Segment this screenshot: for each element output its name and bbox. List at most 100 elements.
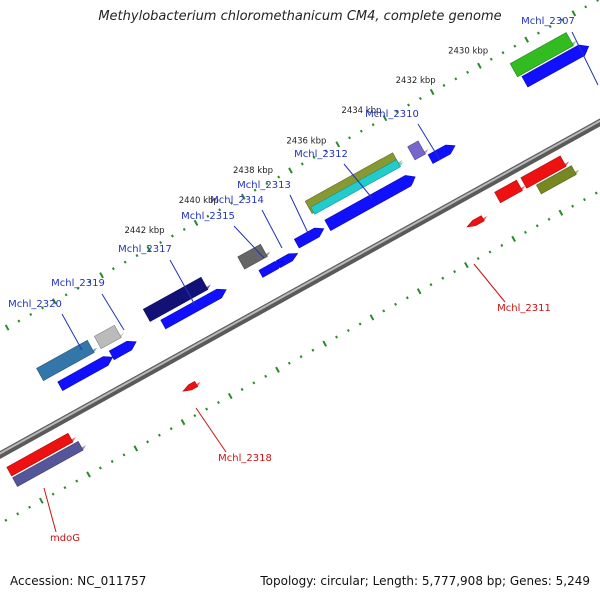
ruler-tick-forward: [277, 175, 281, 179]
ruler-tick-forward: [206, 214, 210, 218]
ruler-tick-reverse: [405, 296, 409, 300]
ruler-tick-reverse: [4, 518, 8, 522]
accession-text: Accession: NC_011757: [10, 574, 147, 588]
gene-block-mchl-2312-cds: [310, 159, 404, 215]
ruler-tick-reverse: [335, 335, 338, 339]
tick-label: 2430 kbp: [448, 47, 488, 57]
features-layer: [6, 32, 590, 487]
ruler-tick-reverse: [98, 466, 102, 470]
tick-label: 2438 kbp: [233, 166, 273, 176]
ruler-tick-reverse: [382, 309, 386, 313]
labels-layer: 2430 kbp 2432 kbp 2434 kbp 2436 kbp 2438 kbp…: [8, 16, 599, 544]
ruler-tick-forward: [571, 10, 577, 17]
ruler-tick-reverse: [583, 198, 586, 202]
ruler-tick-forward: [288, 167, 293, 174]
ruler-tick-reverse: [429, 283, 433, 287]
ruler-tick-reverse: [16, 512, 20, 516]
ruler-tick-forward: [584, 5, 588, 9]
gene-label: Mchl_2307: [521, 16, 575, 27]
gene-label: Mchl_2313: [237, 180, 291, 191]
gene-label: Mchl_2311: [497, 303, 551, 314]
tick-label: 2434 kbp: [341, 106, 381, 116]
genome-backbone: [0, 118, 600, 460]
tick-label: 2436 kbp: [286, 136, 326, 146]
gene-label: Mchl_2318: [218, 453, 272, 464]
gene-label: Mchl_2315: [181, 211, 235, 222]
ruler-tick-forward: [170, 234, 174, 238]
gene-label: Mchl_2314: [210, 195, 264, 206]
ruler-tick-forward: [442, 83, 446, 87]
ruler-tick-forward: [548, 24, 552, 29]
ruler-tick-forward: [17, 319, 21, 323]
label-leader-line: [61, 313, 83, 351]
gene-label: mdoG: [50, 533, 80, 544]
ruler-tick-forward: [348, 136, 351, 140]
ruler-tick-reverse: [571, 204, 575, 208]
ruler-tick-forward: [300, 162, 304, 166]
gene-label: Mchl_2310: [365, 109, 419, 120]
ruler-tick-reverse: [311, 348, 315, 352]
ruler-tick-reverse: [287, 361, 291, 365]
ruler-tick-forward: [146, 245, 152, 253]
gene-block-mchl-2318: [182, 380, 201, 392]
label-leader-line: [233, 225, 265, 259]
ruler-tick-forward: [454, 77, 458, 81]
ruler-tick-forward: [477, 62, 482, 69]
gene-label: Mchl_2320: [8, 299, 62, 310]
label-leader-line: [571, 31, 599, 86]
ruler-tick-forward: [159, 240, 163, 245]
ruler-tick-forward: [182, 227, 186, 231]
label-leader-line: [473, 263, 506, 303]
ruler-tick-forward: [312, 155, 316, 159]
cds-block: [324, 175, 416, 231]
ruler-tick-forward: [111, 267, 115, 271]
gene-label: Mchl_2319: [51, 278, 105, 289]
gene-block-mchl-2320: [36, 339, 98, 382]
cds-block: [57, 356, 114, 391]
ruler-tick-reverse: [180, 419, 186, 426]
ruler-tick-reverse: [594, 191, 598, 195]
ruler-tick-forward: [99, 272, 104, 279]
tick-label: 2432 kbp: [396, 76, 436, 86]
label-leader-line: [43, 487, 57, 533]
ruler-tick-reverse: [369, 314, 375, 321]
ruler-tick-forward: [88, 280, 92, 284]
ruler-tick-forward: [123, 260, 127, 264]
label-leader-line: [343, 163, 373, 199]
gene-block-mchl-2307: [509, 32, 577, 78]
ruler-tick-forward: [193, 219, 199, 226]
ruler-tick-reverse: [394, 302, 398, 306]
ruler-tick-forward: [536, 31, 540, 35]
ruler-tick-forward: [382, 115, 388, 122]
gene-block-mchl-2311-small: [466, 215, 488, 228]
ruler-tick-reverse: [441, 276, 445, 280]
ruler-tick-forward: [240, 193, 246, 200]
ruler-tick-forward: [371, 123, 375, 127]
cds-block: [160, 288, 227, 330]
ruler-tick-forward: [64, 293, 68, 297]
ruler-tick-reverse: [193, 414, 197, 418]
ruler-tick-reverse: [535, 224, 539, 228]
ruler-tick-forward: [560, 18, 564, 22]
ruler-tick-forward: [489, 57, 493, 61]
ruler-tick-reverse: [63, 486, 67, 490]
gene-block-mchl-2310: [407, 140, 429, 161]
ruler-tick-reverse: [416, 288, 422, 295]
ruler-tick-reverse: [205, 407, 209, 411]
ruler-tick-forward: [229, 201, 233, 205]
ruler-tick-reverse: [558, 209, 564, 216]
cds-block: [108, 340, 137, 361]
ruler-tick-reverse: [476, 256, 480, 261]
ruler-tick-reverse: [86, 471, 91, 478]
ruler-tick-forward: [76, 286, 80, 290]
ruler-tick-reverse: [28, 505, 31, 509]
ruler-tick-forward: [218, 208, 222, 212]
ruler-tick-reverse: [39, 497, 44, 504]
label-leader-line: [195, 407, 227, 453]
ruler-tick-reverse: [488, 250, 492, 254]
ruler-tick-forward: [29, 312, 33, 317]
ruler-tick-forward: [4, 324, 10, 331]
gene-block-mchl-2311: [520, 155, 570, 189]
ruler-tick-reverse: [523, 230, 527, 234]
ruler-tick-forward: [52, 298, 57, 305]
